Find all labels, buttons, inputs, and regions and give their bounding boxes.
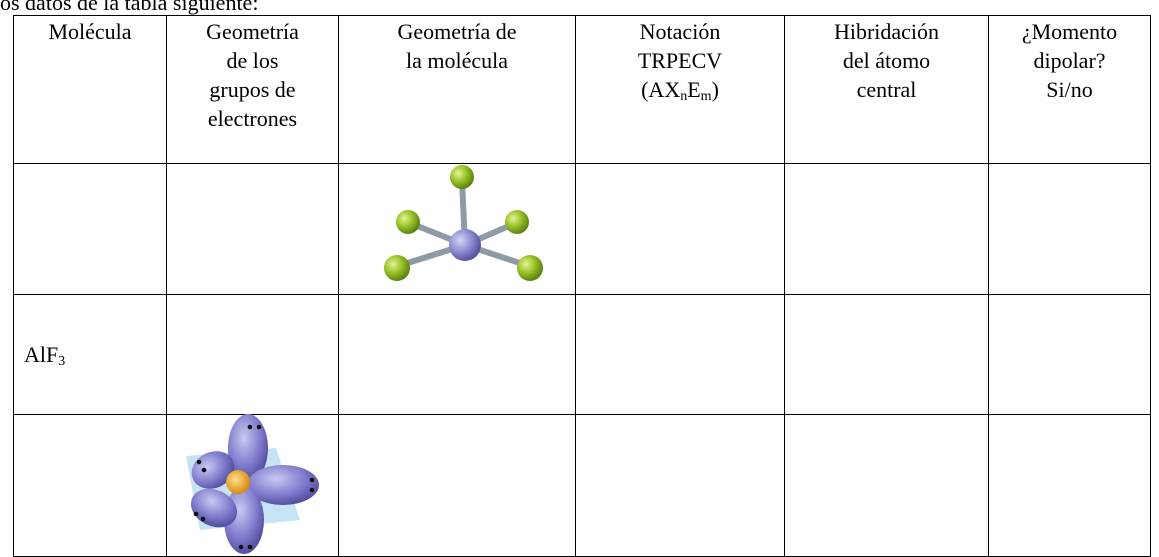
formula-part: (AX (641, 77, 681, 102)
cell (988, 163, 1151, 295)
header-cell: Geometría de los grupos de electrones (166, 15, 339, 164)
cell (13, 163, 167, 295)
header-cell: Molécula (13, 15, 167, 164)
header-line: central (856, 77, 917, 102)
cell (166, 414, 339, 557)
cell (988, 294, 1151, 415)
header-line: la molécula (405, 48, 508, 73)
table-row (13, 163, 1151, 295)
cell (575, 414, 785, 557)
cell (338, 294, 576, 415)
cell (575, 163, 785, 295)
header-line: Si/no (1046, 77, 1093, 102)
cell (166, 163, 339, 295)
header-cell: Notación TRPECV (AXnEm) (575, 15, 785, 164)
table: Molécula Geometría de los grupos de electron… (13, 15, 1151, 557)
header-cell: Geometría de la molécula (338, 15, 576, 164)
header-line: electrones (207, 106, 298, 131)
header-line: Geometría (206, 19, 299, 44)
header-line: grupos de (209, 77, 296, 102)
header-row: Molécula Geometría de los grupos de electron… (13, 15, 1151, 164)
formula-part: E (687, 77, 701, 102)
header-line: Notación (639, 19, 721, 44)
formula-part: AlF (24, 342, 59, 367)
cell (13, 414, 167, 557)
cell (784, 294, 989, 415)
cell (338, 414, 576, 557)
cell (575, 294, 785, 415)
header-cell: ¿Momento dipolar? Si/no (988, 15, 1151, 164)
cell (166, 294, 339, 415)
cell (988, 414, 1151, 557)
header-line: TRPECV (637, 48, 723, 73)
cell (784, 414, 989, 557)
header-line: Molécula (48, 19, 132, 44)
cell (784, 163, 989, 295)
formula-part: n (680, 89, 688, 104)
header-line: Geometría de (397, 19, 517, 44)
intro-text: os datos de la tabla siguiente: (0, 0, 259, 15)
header-line: Hibridación (833, 19, 940, 44)
header-line: del átomo (842, 48, 931, 73)
formula-part: ) (711, 77, 719, 102)
formula: (AXnEm) (576, 75, 784, 104)
header-line: dipolar? (1033, 48, 1106, 73)
header-line: de los (226, 48, 279, 73)
header-line: ¿Momento (1021, 19, 1118, 44)
table-row: AlF3 (13, 294, 1151, 415)
formula-part: m (700, 89, 712, 104)
header-cell: Hibridación del átomo central (784, 15, 989, 164)
cell (338, 163, 576, 295)
table-row (13, 414, 1151, 557)
cell: AlF3 (13, 294, 167, 415)
formula-part: 3 (58, 354, 66, 369)
